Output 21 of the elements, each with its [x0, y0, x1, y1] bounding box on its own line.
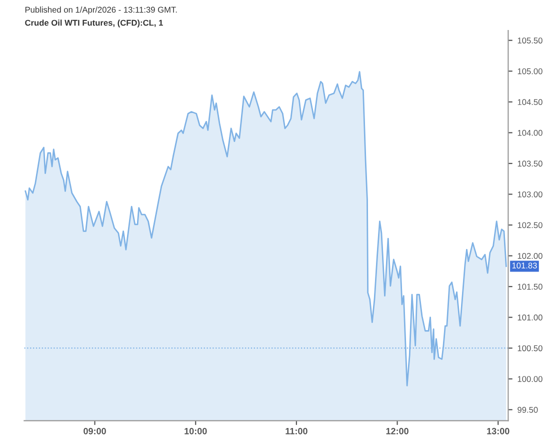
- y-tick-label: 102.00: [518, 252, 542, 259]
- y-tick-label: 105.50: [518, 38, 542, 44]
- y-tick-label: 99.50: [518, 406, 538, 413]
- text: Published on 1/Apr/2026 - 13:11:39 GMT.: [25, 6, 177, 14]
- annotation: 101.83: [512, 262, 537, 268]
- x-tick-label: 10:00: [184, 428, 207, 434]
- x-tick-label: 11:00: [286, 428, 308, 434]
- y-tick-label: 105.00: [518, 68, 542, 74]
- y-tick-label: 101.50: [518, 284, 542, 290]
- x-tick-label: 09:00: [84, 428, 106, 434]
- chart-title: Crude Oil WTI Futures, (CFD):CL, 1: [25, 20, 163, 28]
- y-tick-label: 103.00: [518, 191, 542, 198]
- y-tick-label: 100.00: [518, 376, 542, 382]
- y-tick-label: 104.50: [518, 99, 542, 106]
- y-tick-label: 100.50: [518, 345, 542, 352]
- y-tick-label: 103.50: [518, 160, 542, 167]
- y-tick-label: 102.50: [518, 222, 542, 228]
- y-tick-label: 104.00: [518, 130, 542, 136]
- x-tick-label: 12:00: [386, 428, 408, 434]
- x-tick-label: 13:00: [487, 428, 510, 434]
- y-tick-label: 101.00: [518, 314, 542, 320]
